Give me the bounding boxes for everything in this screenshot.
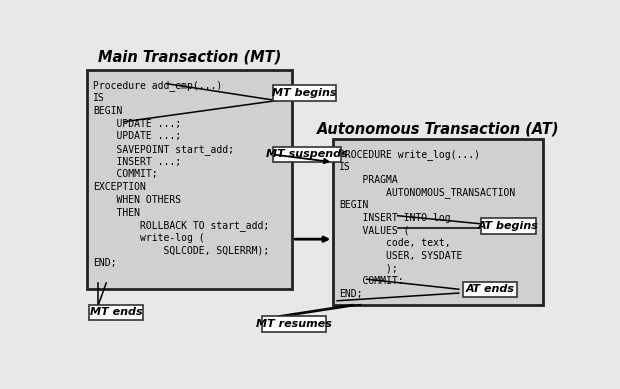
Text: BEGIN: BEGIN	[93, 106, 122, 116]
Text: INSERT ...;: INSERT ...;	[93, 157, 181, 167]
Text: MT begins: MT begins	[272, 88, 337, 98]
FancyBboxPatch shape	[480, 218, 536, 234]
Text: END;: END;	[340, 289, 363, 299]
Text: AT ends: AT ends	[465, 284, 515, 294]
Text: EXCEPTION: EXCEPTION	[93, 182, 146, 192]
Text: PROCEDURE write_log(...): PROCEDURE write_log(...)	[340, 149, 480, 160]
Text: END;: END;	[93, 258, 117, 268]
Text: write-log (: write-log (	[93, 233, 205, 243]
Text: UPDATE ...;: UPDATE ...;	[93, 131, 181, 141]
Text: INSERT INTO log: INSERT INTO log	[340, 213, 451, 223]
FancyBboxPatch shape	[273, 147, 341, 162]
Text: WHEN OTHERS: WHEN OTHERS	[93, 195, 181, 205]
Text: COMMIT;: COMMIT;	[93, 170, 157, 179]
Text: Procedure add_emp(...): Procedure add_emp(...)	[93, 81, 222, 91]
Text: code, text,: code, text,	[340, 238, 451, 248]
Text: BEGIN: BEGIN	[340, 200, 369, 210]
Text: MT ends: MT ends	[90, 307, 143, 317]
Text: MT suspends: MT suspends	[266, 149, 348, 159]
FancyBboxPatch shape	[463, 282, 517, 297]
FancyBboxPatch shape	[273, 85, 336, 101]
Text: MT resumes: MT resumes	[256, 319, 332, 329]
Text: Main Transaction (MT): Main Transaction (MT)	[98, 50, 281, 65]
Text: SQLCODE, SQLERRM);: SQLCODE, SQLERRM);	[93, 246, 269, 256]
Text: COMMIT:: COMMIT:	[340, 276, 404, 286]
Text: AUTONOMOUS_TRANSACTION: AUTONOMOUS_TRANSACTION	[340, 187, 516, 198]
Text: THEN: THEN	[93, 208, 140, 217]
FancyBboxPatch shape	[334, 139, 542, 305]
Text: IS: IS	[340, 162, 351, 172]
FancyBboxPatch shape	[89, 305, 143, 320]
Text: AT begins: AT begins	[478, 221, 539, 231]
Text: SAVEPOINT start_add;: SAVEPOINT start_add;	[93, 144, 234, 155]
FancyBboxPatch shape	[87, 70, 292, 289]
Text: IS: IS	[93, 93, 105, 103]
FancyBboxPatch shape	[262, 316, 326, 331]
Text: PRAGMA: PRAGMA	[340, 175, 398, 184]
Text: Autonomous Transaction (AT): Autonomous Transaction (AT)	[317, 122, 559, 137]
Text: );: );	[340, 263, 398, 273]
Text: UPDATE ...;: UPDATE ...;	[93, 119, 181, 129]
Text: VALUES (: VALUES (	[340, 225, 410, 235]
Text: USER, SYSDATE: USER, SYSDATE	[340, 251, 463, 261]
Text: ROLLBACK TO start_add;: ROLLBACK TO start_add;	[93, 220, 269, 231]
